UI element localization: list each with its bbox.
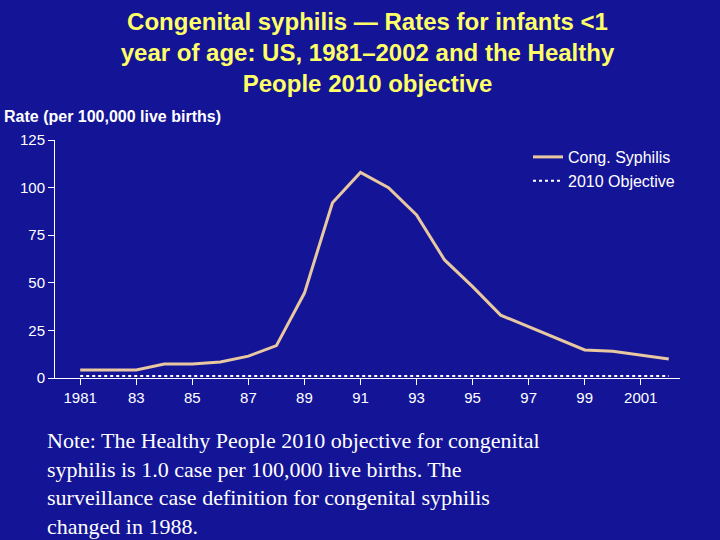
svg-text:2001: 2001 <box>624 389 657 406</box>
svg-text:87: 87 <box>240 389 257 406</box>
svg-text:91: 91 <box>352 389 369 406</box>
svg-text:2010 Objective: 2010 Objective <box>568 173 675 190</box>
svg-text:Congenital syphilis — Rates fo: Congenital syphilis — Rates for infants … <box>121 8 615 97</box>
svg-text:0: 0 <box>37 369 45 386</box>
svg-text:Note: The Healthy People 2010: Note: The Healthy People 2010 objective … <box>47 428 540 539</box>
svg-text:85: 85 <box>184 389 201 406</box>
svg-text:100: 100 <box>20 179 45 196</box>
svg-text:89: 89 <box>296 389 313 406</box>
svg-text:Rate (per 100,000 live births): Rate (per 100,000 live births) <box>4 108 221 125</box>
svg-text:97: 97 <box>520 389 537 406</box>
svg-text:83: 83 <box>128 389 145 406</box>
svg-text:125: 125 <box>20 131 45 148</box>
svg-text:1981: 1981 <box>64 389 97 406</box>
svg-text:50: 50 <box>28 274 45 291</box>
svg-text:75: 75 <box>28 226 45 243</box>
svg-text:Cong. Syphilis: Cong. Syphilis <box>568 149 670 166</box>
svg-text:95: 95 <box>464 389 481 406</box>
svg-text:25: 25 <box>28 322 45 339</box>
svg-text:93: 93 <box>408 389 425 406</box>
svg-text:99: 99 <box>576 389 593 406</box>
